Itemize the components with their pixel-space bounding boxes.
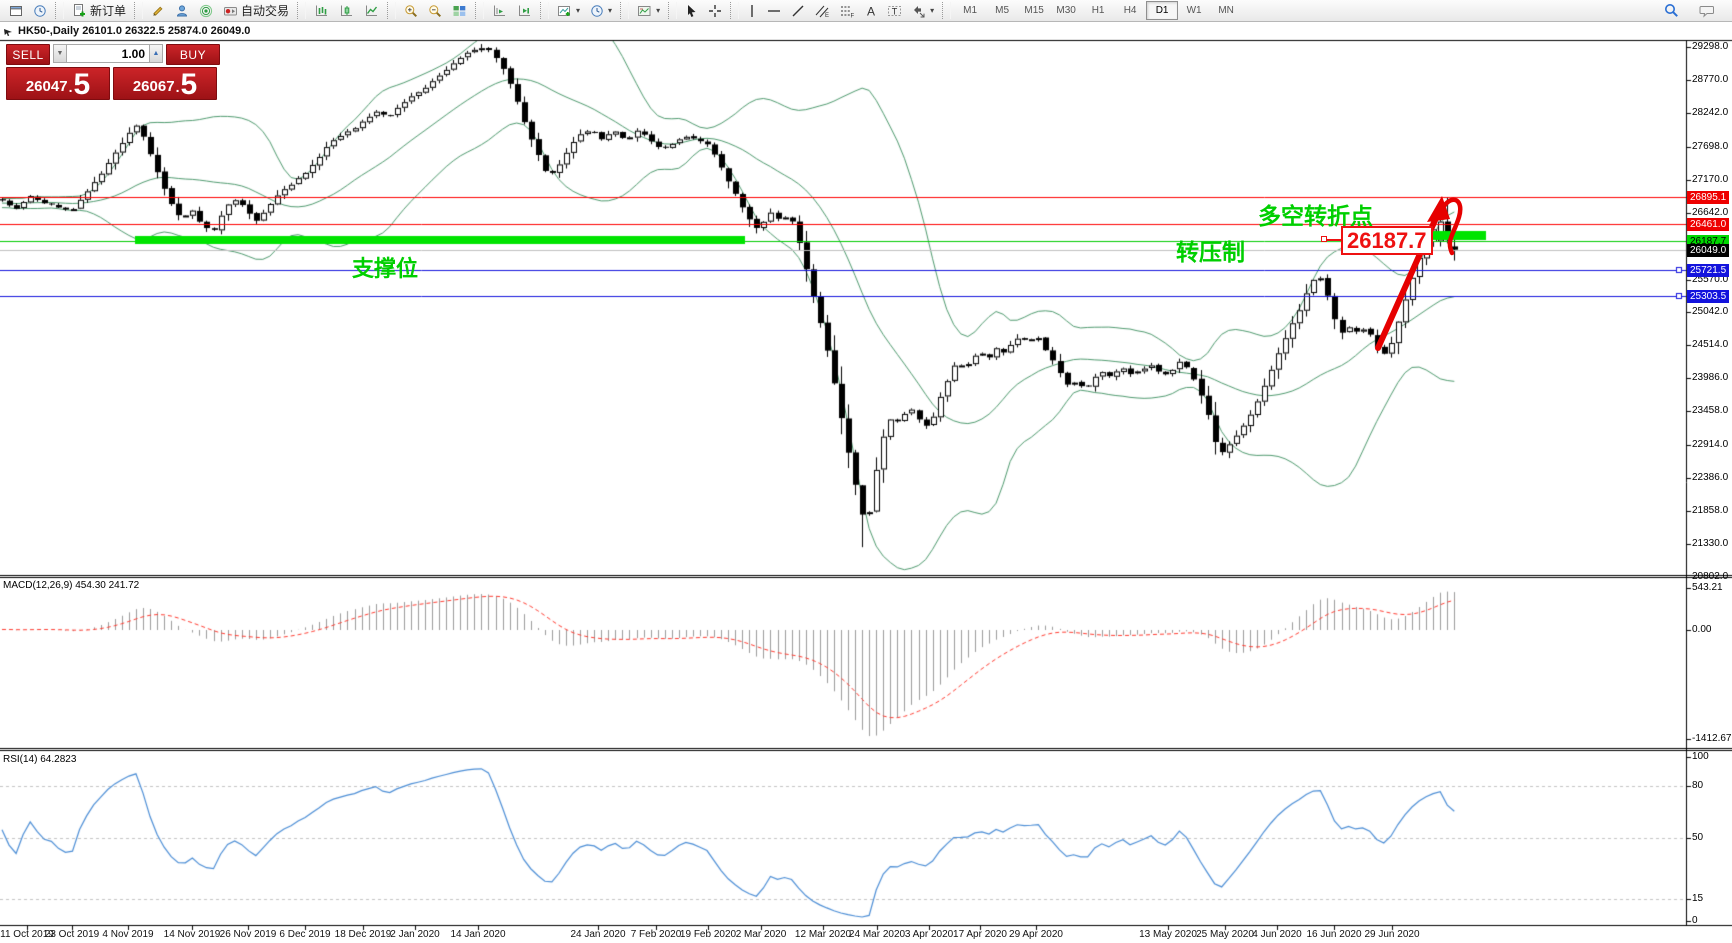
timeframe-button-m1[interactable]: M1: [963, 5, 978, 16]
metaeditor-icon[interactable]: [146, 0, 170, 21]
timeframe-button-m15[interactable]: M15: [1024, 5, 1044, 16]
timeframe-button-d1[interactable]: D1: [1146, 1, 1179, 20]
price-tag-26187[interactable]: 26187.7: [1341, 226, 1433, 255]
channel-tool-button[interactable]: E: [810, 0, 835, 21]
sell-price-frac: 5: [73, 68, 91, 101]
data-window-icon[interactable]: [28, 0, 52, 21]
signals-icon[interactable]: [194, 0, 218, 21]
toolbar-separator: [134, 2, 144, 19]
svg-text:T: T: [892, 6, 898, 16]
dropdown-caret-icon: ▾: [656, 6, 661, 15]
arrows-tool-button[interactable]: ▾: [907, 0, 939, 21]
toolbar-separator: [540, 2, 550, 19]
chat-icon[interactable]: [1694, 0, 1720, 21]
toolbar-separator: [730, 2, 740, 19]
buy-button[interactable]: BUY: [166, 44, 220, 65]
pressure-annotation[interactable]: 转压制: [1176, 239, 1245, 265]
pivot-annotation[interactable]: 多空转折点: [1258, 203, 1373, 229]
buy-button-label: BUY: [179, 47, 207, 62]
add-indicator-button[interactable]: ▾: [552, 0, 585, 21]
svg-text:E: E: [825, 13, 829, 18]
timeframe-button-h4[interactable]: H4: [1123, 5, 1137, 16]
bars-chart-button[interactable]: [309, 0, 334, 21]
toolbar-separator: [620, 2, 630, 19]
volume-increase-button[interactable]: ▲: [149, 44, 163, 63]
sell-price-button[interactable]: 26047. 5: [6, 67, 110, 100]
timeframe-button-m30[interactable]: M30: [1056, 5, 1076, 16]
volume-input[interactable]: [67, 44, 149, 63]
buy-price-int: 26067: [132, 78, 175, 95]
search-icon[interactable]: [1659, 0, 1684, 21]
timeframe-button-mn[interactable]: MN: [1218, 5, 1234, 16]
community-icon[interactable]: [170, 0, 194, 21]
price-tag-connector: [1327, 239, 1341, 241]
line-chart-button[interactable]: [359, 0, 384, 21]
toolbar-separator: [475, 2, 485, 19]
new-chart-icon[interactable]: [4, 0, 28, 21]
sell-button[interactable]: SELL: [6, 44, 50, 65]
crosshair-tool-button[interactable]: [703, 0, 727, 21]
hline-tool-button[interactable]: [762, 0, 786, 21]
toolbar-separator: [55, 2, 64, 19]
auto-scroll-button[interactable]: [512, 0, 537, 21]
zoom-in-button[interactable]: [399, 0, 423, 21]
support-annotation[interactable]: 支撑位: [352, 256, 419, 281]
tile-windows-button[interactable]: [447, 0, 472, 21]
candles-chart-button[interactable]: [334, 0, 359, 21]
buy-price-frac: 5: [180, 68, 198, 101]
timeframe-button-w1[interactable]: W1: [1186, 5, 1202, 16]
cursor-tool-button[interactable]: [680, 0, 703, 21]
timeframe-button-h1[interactable]: H1: [1091, 5, 1105, 16]
dropdown-caret-icon: ▾: [608, 6, 613, 15]
toolbar-separator: [387, 2, 397, 19]
buy-price-button[interactable]: 26067. 5: [113, 67, 217, 100]
toolbar-separator: [297, 2, 307, 19]
dropdown-caret-icon: ▾: [930, 6, 935, 15]
macd-indicator-label: MACD(12,26,9) 454.30 241.72: [3, 580, 140, 591]
svg-text:F: F: [851, 13, 855, 18]
rsi-indicator-label: RSI(14) 64.2823: [3, 754, 77, 765]
symbol-ohlc-text: HK50-,Daily 26101.0 26322.5 25874.0 2604…: [18, 25, 251, 37]
templates-button[interactable]: ▾: [632, 0, 665, 21]
dropdown-caret-icon: ▾: [576, 6, 581, 15]
trendline-tool-button[interactable]: [786, 0, 810, 21]
autotrading-button-label: 自动交易: [241, 4, 290, 18]
periods-button[interactable]: ▾: [585, 0, 617, 21]
label-tool-button[interactable]: T: [882, 0, 907, 21]
sell-button-label: SELL: [12, 47, 44, 62]
chart-shift-button[interactable]: [487, 0, 512, 21]
new-order-button-label: 新订单: [90, 4, 127, 18]
chart-ohlc-title: HK50-,Daily 26101.0 26322.5 25874.0 2604…: [4, 25, 250, 37]
volume-decrease-button[interactable]: ▼: [53, 44, 67, 63]
zoom-out-button[interactable]: [423, 0, 447, 21]
sell-price-int: 26047: [25, 78, 68, 95]
timeframe-button-m5[interactable]: M5: [995, 5, 1010, 16]
toolbar-separator: [942, 2, 952, 19]
svg-text:A: A: [867, 4, 875, 18]
symbol-cursor-icon: [4, 28, 12, 36]
toolbar: 新订单 自动交易 ▾ ▾ ▾ E F A T ▾ M1 M5 M15 M30 H1 H4 D1 W1 MN: [0, 0, 1732, 22]
vline-tool-button[interactable]: [742, 0, 762, 21]
autotrading-button[interactable]: 自动交易: [218, 0, 294, 21]
price-tag-handle: [1321, 236, 1327, 242]
one-click-trading-panel: SELL ▼ ▲ BUY 26047.5 26067.5: [6, 44, 220, 102]
volume-stepper: ▼ ▲: [53, 44, 163, 63]
new-order-button[interactable]: 新订单: [67, 0, 131, 21]
toolbar-separator: [668, 2, 678, 19]
fibonacci-tool-button[interactable]: F: [835, 0, 860, 21]
text-tool-button[interactable]: A: [860, 0, 882, 21]
